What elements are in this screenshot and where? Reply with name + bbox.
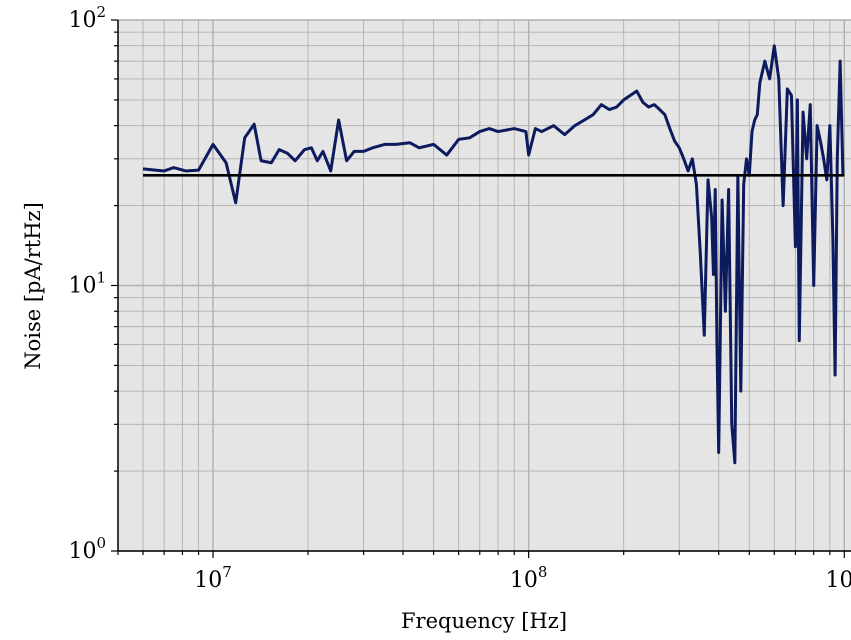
x-tick-label: 107 [194,563,232,593]
y-tick-label: 102 [68,3,106,33]
axis-ticks [111,19,845,558]
y-axis-label: Noise [pA/rtHz] [21,202,45,370]
x-tick-label: 108 [510,563,548,593]
x-tick-label: 109 [826,563,851,593]
y-tick-label: 100 [68,534,106,564]
x-axis-label: Frequency [Hz] [401,609,567,633]
y-tick-label: 101 [68,269,106,299]
tick-labels: 107 108 109 100 101 102 [68,3,851,593]
series-layer [142,44,845,465]
noise-series-line [142,44,845,465]
